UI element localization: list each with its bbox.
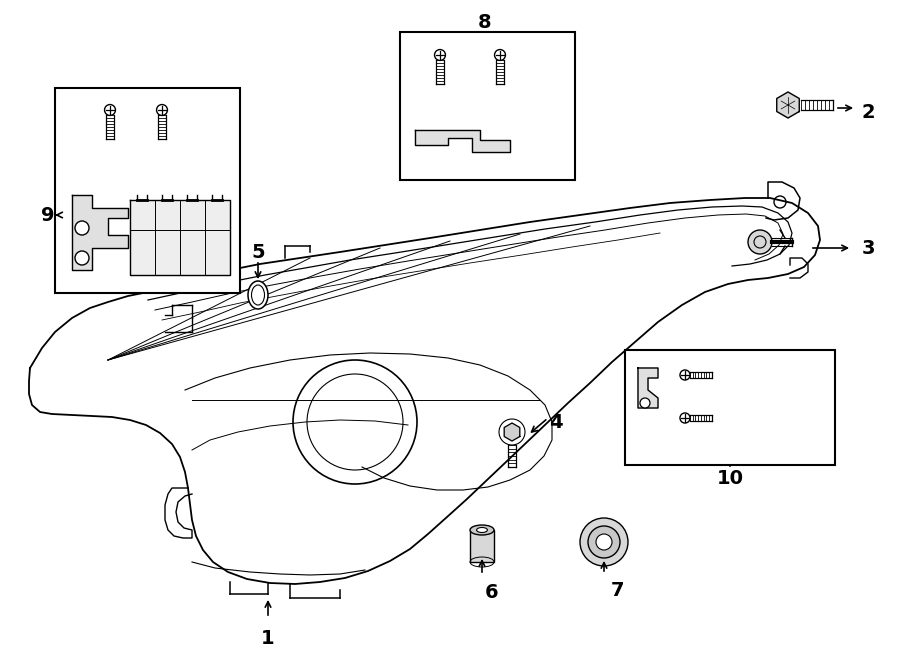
Text: 8: 8: [478, 13, 491, 32]
Ellipse shape: [248, 281, 268, 309]
Polygon shape: [72, 195, 128, 270]
Circle shape: [75, 221, 89, 235]
Polygon shape: [130, 200, 230, 275]
Bar: [470, 530, 494, 562]
Text: 2: 2: [861, 103, 875, 122]
Ellipse shape: [477, 528, 488, 532]
Text: 3: 3: [861, 238, 875, 258]
Polygon shape: [504, 423, 520, 441]
Polygon shape: [777, 92, 799, 118]
Circle shape: [748, 230, 772, 254]
Circle shape: [588, 526, 620, 558]
Bar: [55, 88, 240, 293]
Ellipse shape: [470, 525, 494, 535]
Polygon shape: [29, 198, 820, 584]
Circle shape: [75, 251, 89, 265]
Text: 1: 1: [261, 628, 274, 647]
Polygon shape: [415, 130, 510, 152]
Text: 7: 7: [611, 581, 625, 600]
Text: 5: 5: [251, 242, 265, 261]
Text: 9: 9: [41, 205, 55, 224]
Circle shape: [580, 518, 628, 566]
Text: 4: 4: [549, 412, 562, 432]
Text: 10: 10: [716, 469, 743, 487]
Polygon shape: [638, 368, 658, 408]
Text: 6: 6: [485, 583, 499, 602]
Bar: [625, 350, 835, 465]
Bar: [400, 32, 575, 180]
Circle shape: [640, 398, 650, 408]
Circle shape: [596, 534, 612, 550]
